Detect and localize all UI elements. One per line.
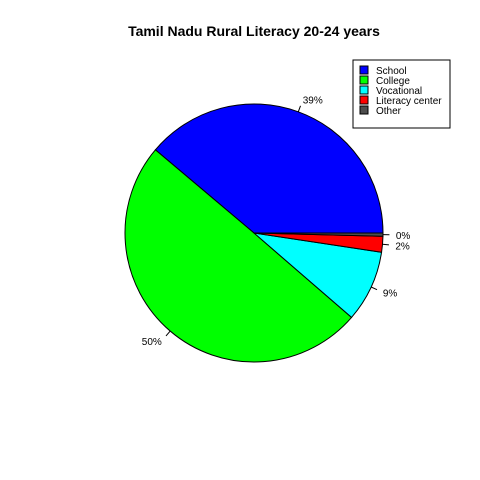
legend-swatch — [359, 95, 369, 105]
slice-percent-label: 2% — [395, 241, 410, 252]
leader-line — [165, 330, 171, 337]
legend-swatch — [359, 85, 369, 95]
legend-label: Other — [376, 106, 402, 117]
legend-swatch — [359, 75, 369, 85]
legend-label: School — [376, 66, 407, 77]
slice-percent-labels: 39% 50% 9% 2%0% — [142, 96, 411, 348]
pie-slice-college — [124, 149, 353, 363]
legend-label: Literacy center — [376, 96, 442, 107]
pie-slices — [124, 103, 384, 363]
legend-swatch — [359, 105, 369, 115]
leader-line — [382, 243, 389, 246]
chart-title: Tamil Nadu Rural Literacy 20-24 years — [128, 23, 380, 39]
leader-line — [370, 286, 378, 291]
slice-percent-label: 39% — [303, 96, 323, 107]
legend-swatch — [359, 65, 369, 75]
legend-label: Vocational — [376, 86, 422, 97]
slice-percent-label: 0% — [396, 231, 411, 242]
slice-percent-label: 50% — [142, 337, 162, 348]
slice-percent-label: 9% — [383, 288, 398, 299]
leader-line — [297, 105, 301, 113]
legend-box — [352, 59, 451, 129]
legend-label: College — [376, 76, 410, 87]
slice-leader-lines — [165, 105, 390, 337]
